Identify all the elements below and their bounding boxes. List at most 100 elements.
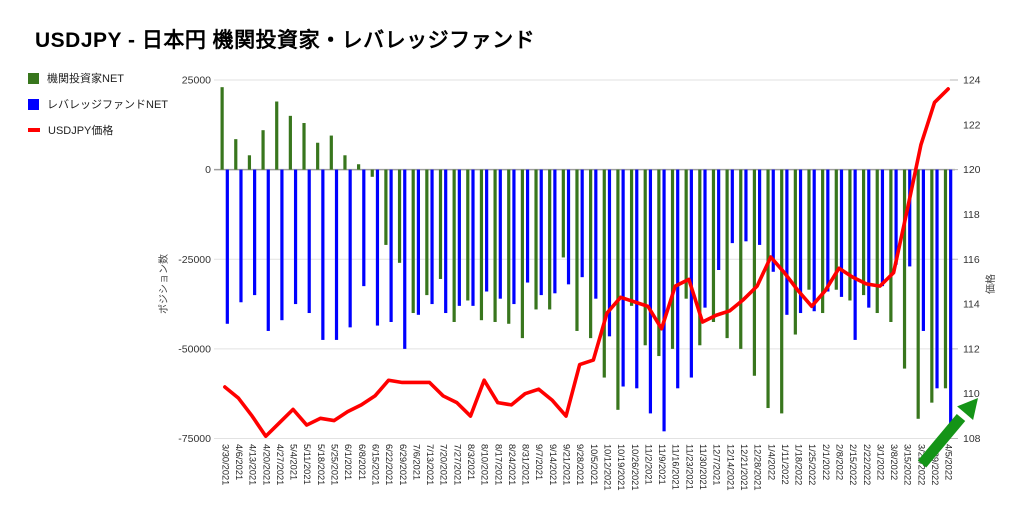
bar-leveraged-fund-net[interactable] [485,169,489,292]
bar-leveraged-fund-net[interactable] [880,169,885,287]
bar-institutional-net[interactable] [589,169,593,339]
bar-institutional-net[interactable] [452,169,456,322]
bar-leveraged-fund-net[interactable] [717,169,721,271]
bar-institutional-net[interactable] [793,169,797,335]
bar-leveraged-fund-net[interactable] [362,169,366,287]
bar-leveraged-fund-net[interactable] [471,169,475,306]
bar-leveraged-fund-net[interactable] [457,169,461,306]
bar-leveraged-fund-net[interactable] [949,169,953,425]
bar-leveraged-fund-net[interactable] [430,169,434,305]
bar-leveraged-fund-net[interactable] [935,169,939,389]
bar-leveraged-fund-net[interactable] [525,169,530,283]
bar-institutional-net[interactable] [275,101,279,170]
bar-leveraged-fund-net[interactable] [621,169,625,387]
bar-institutional-net[interactable] [780,169,784,414]
bar-institutional-net[interactable] [329,135,333,170]
bar-leveraged-fund-net[interactable] [266,169,270,331]
bar-institutional-net[interactable] [357,164,361,170]
bar-leveraged-fund-net[interactable] [744,169,748,242]
bar-institutional-net[interactable] [889,169,893,322]
legend-item-leveraged[interactable]: レバレッジファンドNET [28,95,168,113]
bar-institutional-net[interactable] [629,169,634,306]
bar-institutional-net[interactable] [670,169,675,349]
bar-leveraged-fund-net[interactable] [389,169,393,322]
bar-leveraged-fund-net[interactable] [566,169,571,285]
bar-leveraged-fund-net[interactable] [758,169,762,245]
bar-leveraged-fund-net[interactable] [785,169,789,315]
bar-institutional-net[interactable] [493,169,497,322]
bar-institutional-net[interactable] [657,169,661,357]
bar-institutional-net[interactable] [684,169,688,299]
bar-institutional-net[interactable] [916,169,920,419]
bar-leveraged-fund-net[interactable] [662,169,666,432]
bar-leveraged-fund-net[interactable] [334,169,339,340]
bar-leveraged-fund-net[interactable] [293,169,298,305]
bar-leveraged-fund-net[interactable] [607,169,612,337]
trend-arrow-shaft[interactable] [917,413,966,468]
bar-institutional-net[interactable] [411,169,415,314]
bar-institutional-net[interactable] [861,169,866,296]
bar-leveraged-fund-net[interactable] [921,169,925,331]
bar-leveraged-fund-net[interactable] [594,169,598,299]
bar-institutional-net[interactable] [234,139,238,170]
bar-institutional-net[interactable] [902,169,907,369]
bar-institutional-net[interactable] [752,169,757,376]
bar-leveraged-fund-net[interactable] [403,169,407,349]
bar-institutional-net[interactable] [575,169,579,331]
bar-institutional-net[interactable] [384,169,388,245]
bar-institutional-net[interactable] [220,87,224,170]
bar-leveraged-fund-net[interactable] [635,169,639,389]
usdjpy-price-line[interactable] [223,87,950,439]
bar-institutional-net[interactable] [534,169,538,310]
bar-leveraged-fund-net[interactable] [553,169,557,294]
bar-leveraged-fund-net[interactable] [798,169,803,314]
bar-institutional-net[interactable] [821,169,825,314]
bar-institutional-net[interactable] [479,169,484,321]
bar-institutional-net[interactable] [548,169,552,310]
bar-leveraged-fund-net[interactable] [280,169,284,321]
bar-leveraged-fund-net[interactable] [908,169,912,267]
bar-institutional-net[interactable] [807,169,811,290]
bar-institutional-net[interactable] [834,169,838,290]
bar-leveraged-fund-net[interactable] [239,169,243,303]
bar-institutional-net[interactable] [316,142,320,170]
bar-institutional-net[interactable] [247,155,252,170]
bar-leveraged-fund-net[interactable] [894,169,898,265]
bar-leveraged-fund-net[interactable] [348,169,352,328]
bar-leveraged-fund-net[interactable] [648,169,653,414]
bar-leveraged-fund-net[interactable] [771,169,775,272]
bar-leveraged-fund-net[interactable] [375,169,380,326]
trend-arrow-head-icon[interactable] [957,398,978,420]
bar-leveraged-fund-net[interactable] [253,169,257,296]
bar-leveraged-fund-net[interactable] [307,169,311,314]
bar-institutional-net[interactable] [766,169,770,409]
bar-leveraged-fund-net[interactable] [730,169,734,244]
bar-institutional-net[interactable] [438,169,443,279]
legend-item-price[interactable]: USDJPY価格 [28,121,168,139]
bar-institutional-net[interactable] [943,169,948,389]
bar-leveraged-fund-net[interactable] [853,169,857,340]
bar-institutional-net[interactable] [698,169,702,346]
bar-institutional-net[interactable] [561,169,565,258]
bar-leveraged-fund-net[interactable] [580,169,584,278]
bar-institutional-net[interactable] [725,169,729,339]
bar-institutional-net[interactable] [397,169,402,263]
bar-leveraged-fund-net[interactable] [689,169,693,378]
bar-leveraged-fund-net[interactable] [839,169,844,297]
bar-institutional-net[interactable] [616,169,620,410]
legend-item-institutional[interactable]: 機関投資家NET [28,69,168,87]
bar-institutional-net[interactable] [739,169,743,349]
bar-leveraged-fund-net[interactable] [826,169,830,292]
bar-leveraged-fund-net[interactable] [676,169,680,389]
bar-leveraged-fund-net[interactable] [867,169,871,308]
bar-institutional-net[interactable] [425,169,429,296]
bar-leveraged-fund-net[interactable] [444,169,448,314]
bar-leveraged-fund-net[interactable] [703,169,707,308]
bar-leveraged-fund-net[interactable] [812,169,816,312]
bar-institutional-net[interactable] [466,169,470,301]
bar-leveraged-fund-net[interactable] [321,169,325,340]
bar-institutional-net[interactable] [507,169,511,324]
bar-institutional-net[interactable] [302,123,306,170]
bar-institutional-net[interactable] [370,169,374,177]
bar-institutional-net[interactable] [930,169,934,403]
